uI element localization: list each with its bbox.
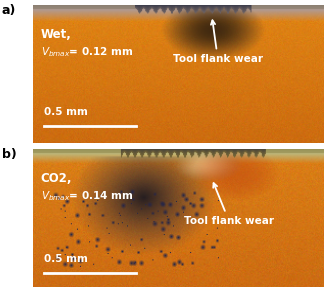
Text: a): a) (2, 4, 16, 17)
Text: $V_{bmax}$= 0.12 mm: $V_{bmax}$= 0.12 mm (41, 45, 133, 59)
Text: 0.5 mm: 0.5 mm (44, 254, 88, 264)
Text: 0.5 mm: 0.5 mm (44, 107, 88, 117)
Text: Tool flank wear: Tool flank wear (184, 183, 274, 226)
Text: Wet,: Wet, (41, 28, 72, 41)
Text: $V_{bmax}$= 0.14 mm: $V_{bmax}$= 0.14 mm (41, 189, 133, 203)
Text: Tool flank wear: Tool flank wear (173, 20, 263, 64)
Text: b): b) (2, 148, 16, 161)
Text: CO2,: CO2, (41, 172, 72, 185)
